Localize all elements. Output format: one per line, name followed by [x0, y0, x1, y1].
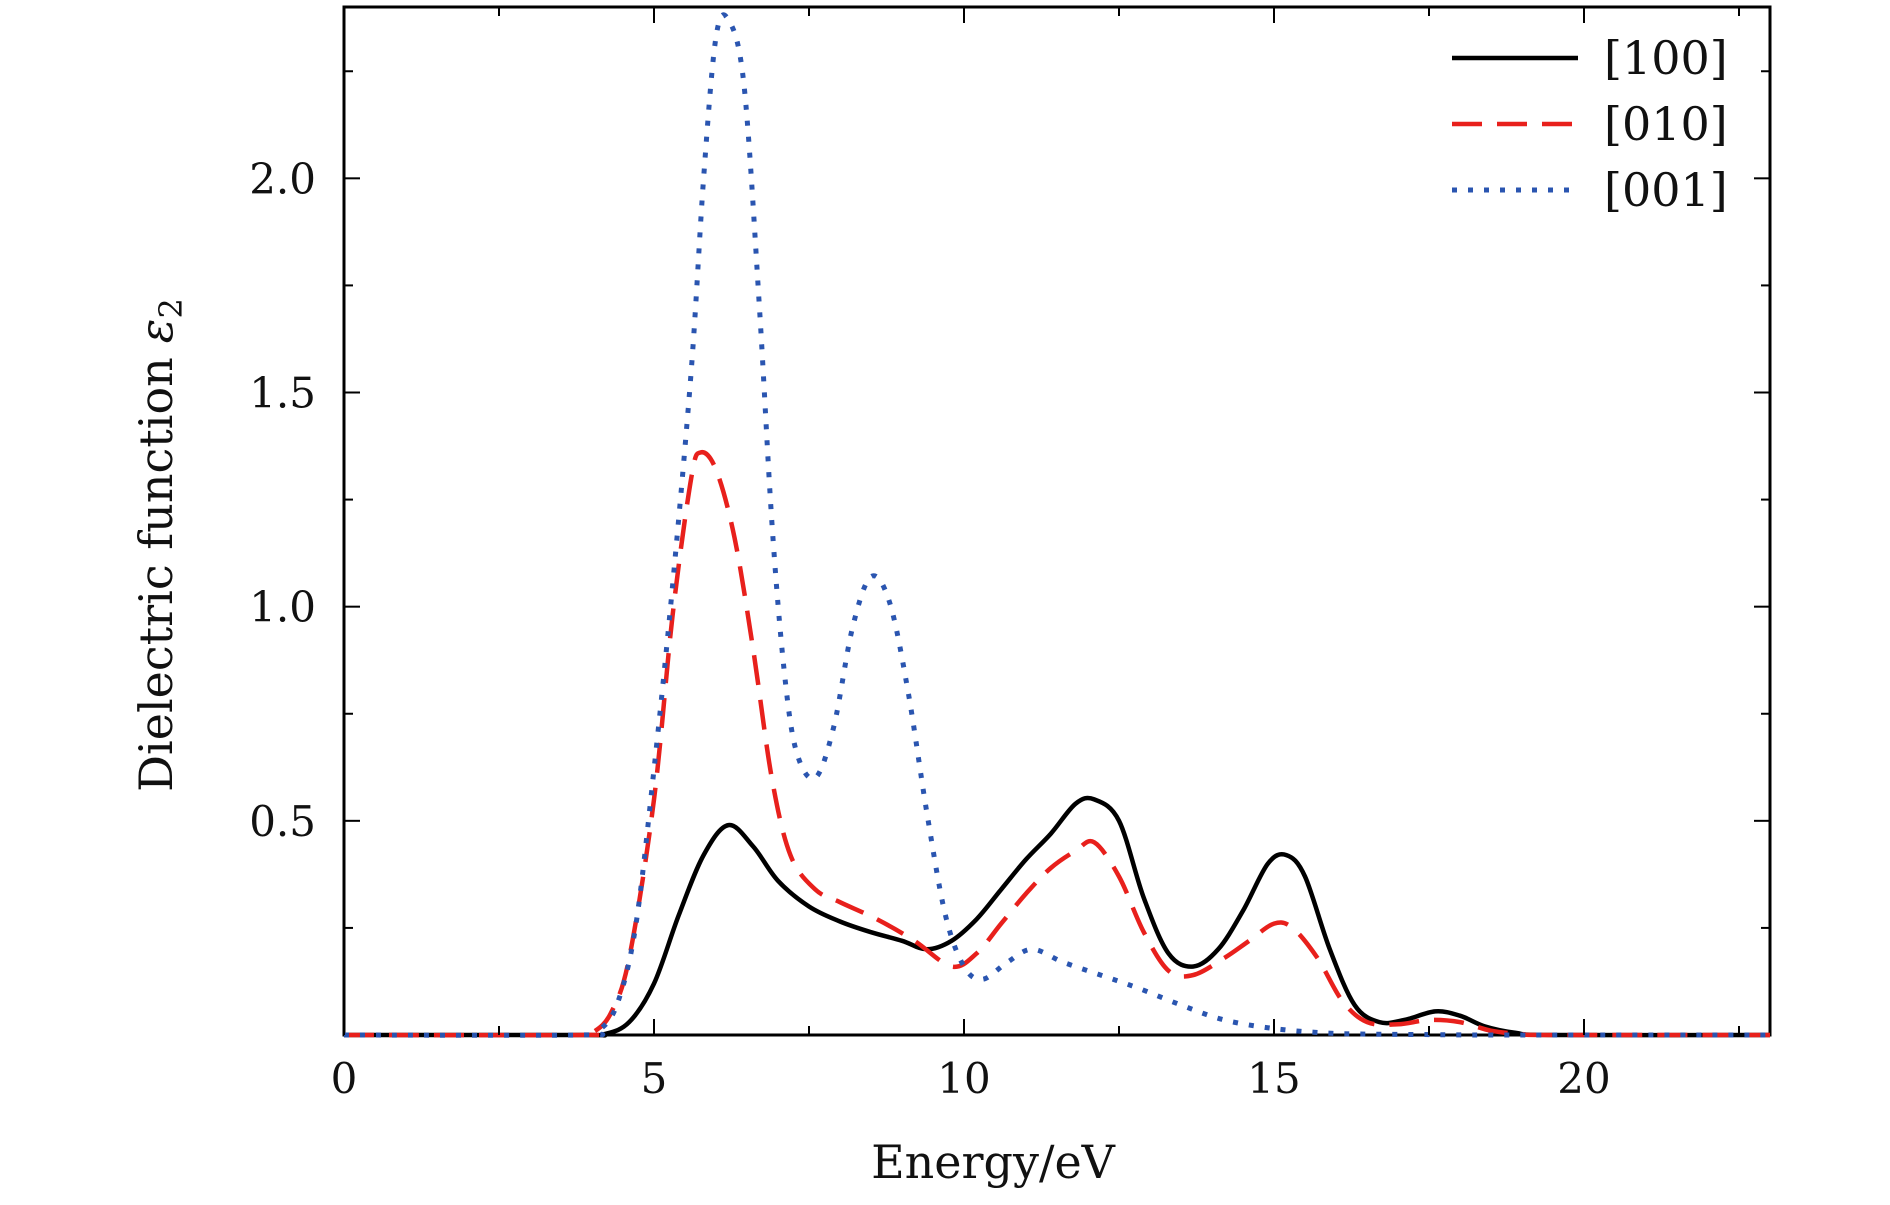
y-tick-label: 1.0: [249, 583, 316, 632]
y-tick-label: 1.5: [249, 369, 316, 418]
x-tick-label: 20: [1557, 1054, 1610, 1103]
y-tick-label: 0.5: [249, 797, 316, 846]
plot-frame: [342, 5, 1772, 1037]
y-axis-title-symbol: ε: [129, 319, 183, 344]
x-axis-ticks: 0 5 10 15 20: [331, 7, 1740, 1103]
series-line-0: [343, 795, 1771, 1038]
legend-label-1: [010]: [1604, 97, 1728, 151]
y-axis-title-subscript: 2: [152, 298, 190, 318]
legend: [100] [010] [001]: [1452, 31, 1728, 217]
y-tick-label: 2.0: [249, 154, 316, 203]
y-axis-ticks: 0.5 1.0 1.5 2.0: [249, 70, 1770, 929]
y-axis-title: Dielectric function ε2: [129, 298, 190, 792]
series-line-2: [343, 12, 1771, 1038]
x-tick-label: 0: [331, 1054, 358, 1103]
x-axis-title: Energy/eV: [871, 1135, 1116, 1189]
x-tick-label: 15: [1247, 1054, 1300, 1103]
x-tick-label: 10: [937, 1054, 990, 1103]
x-tick-label: 5: [641, 1054, 668, 1103]
series-line-1: [343, 450, 1771, 1038]
y-axis-title-text: Dielectric function: [129, 357, 183, 792]
legend-label-0: [100]: [1604, 31, 1728, 85]
legend-label-2: [001]: [1604, 163, 1728, 217]
series-lines: [343, 12, 1771, 1038]
plot-area: [342, 5, 1772, 1037]
